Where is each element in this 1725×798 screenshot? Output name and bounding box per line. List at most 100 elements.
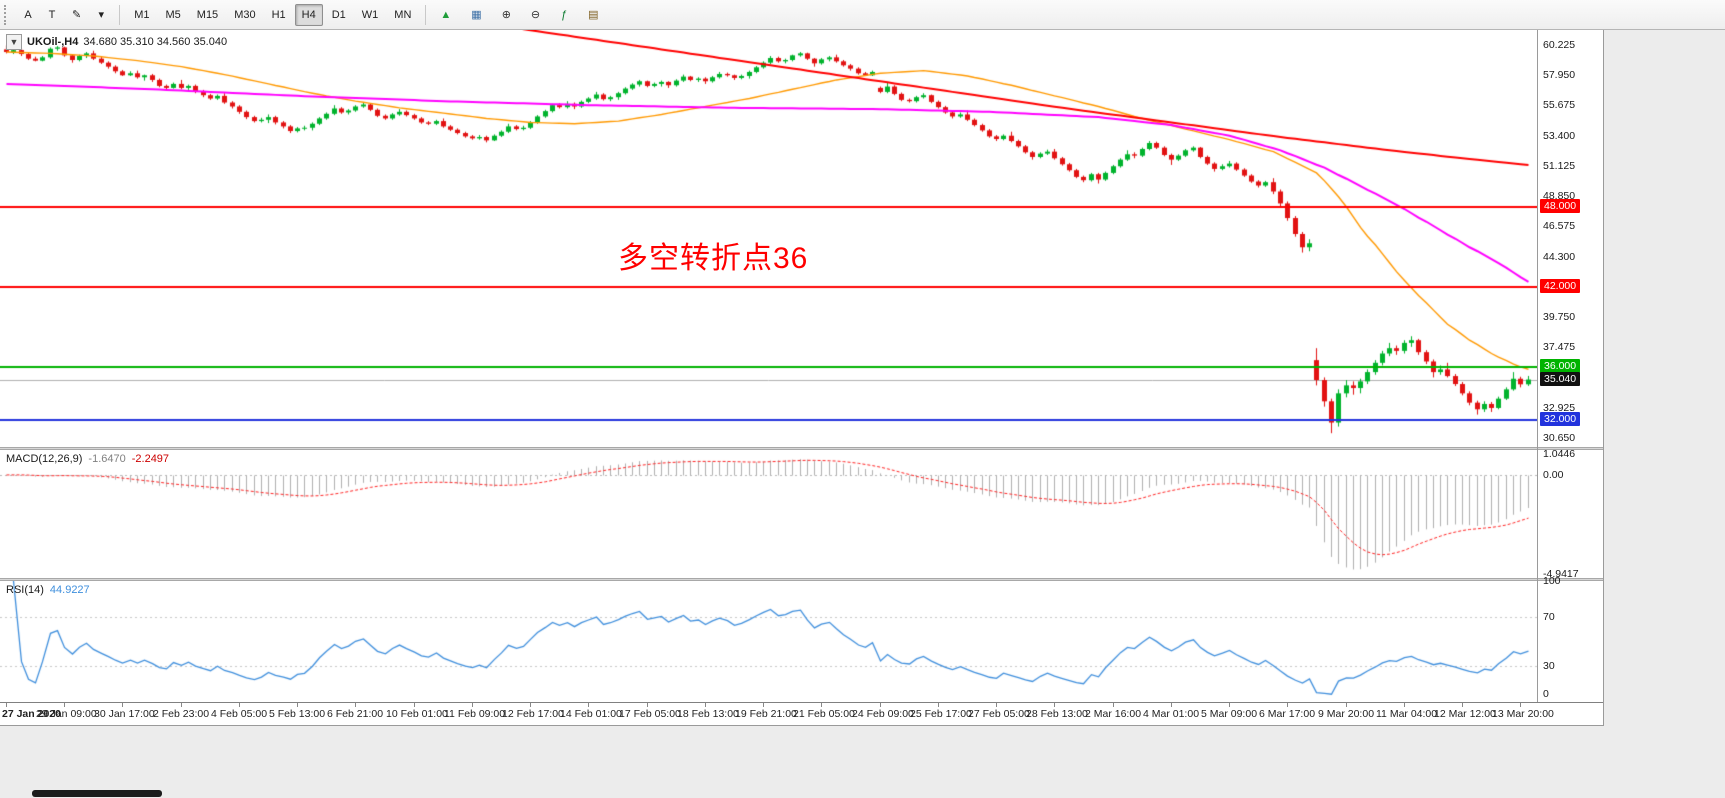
price-tick: 60.225 [1543, 39, 1576, 52]
buy-arrow-icon[interactable]: ▲ [433, 4, 458, 26]
time-label: 14 Feb 01:00 [560, 708, 622, 720]
toolbar: A T ✎ ▾ M1 M5 M15 M30 H1 H4 D1 W1 MN ▲ ▦ ⊕ ⊖ ƒ ▤ [0, 0, 1725, 30]
time-tick [64, 703, 65, 707]
time-label: 25 Feb 17:00 [910, 708, 972, 720]
tool-buttons: A T ✎ ▾ [17, 4, 112, 26]
price-tick: 30.650 [1543, 431, 1576, 444]
rsi-canvas[interactable] [0, 581, 1537, 702]
price-tick: 53.400 [1543, 129, 1576, 142]
time-label: 2 Feb 23:00 [153, 708, 210, 720]
draw-tools[interactable]: ✎ [65, 4, 88, 26]
time-label: 27 Feb 05:00 [968, 708, 1030, 720]
time-label: 11 Feb 09:00 [444, 708, 506, 720]
time-tick [763, 703, 764, 707]
price-tick: 46.575 [1543, 220, 1576, 233]
taskbar-fragment [32, 790, 162, 797]
rsi-value: 44.9227 [49, 584, 90, 596]
time-tick [122, 703, 123, 707]
time-tick [297, 703, 298, 707]
time-label: 4 Mar 01:00 [1143, 708, 1200, 720]
chart-header: ▼ UKOil-,H4 34.680 35.310 34.560 35.040 [6, 34, 227, 50]
time-tick [530, 703, 531, 707]
time-label: 12 Feb 17:00 [502, 708, 564, 720]
time-label: 4 Feb 05:00 [211, 708, 268, 720]
rsi-title: RSI(14) [6, 584, 44, 596]
rsi-axis-label: 70 [1543, 611, 1555, 624]
rsi-axis-label: 30 [1543, 659, 1555, 672]
price-chart-canvas[interactable] [0, 30, 1537, 447]
panel-divider[interactable] [0, 578, 1603, 581]
timeframe-m1[interactable]: M1 [127, 4, 156, 26]
zoom-out-icon[interactable]: ⊖ [524, 4, 547, 26]
macd-canvas[interactable] [0, 450, 1537, 578]
time-label: 30 Jan 17:00 [94, 708, 155, 720]
one-click-trading-toggle[interactable]: ▼ [6, 34, 22, 50]
time-label: 10 Feb 01:00 [386, 708, 448, 720]
time-tick [1054, 703, 1055, 707]
time-tick [938, 703, 939, 707]
time-tick [6, 703, 7, 707]
time-label: 21 Feb 05:00 [793, 708, 855, 720]
timeframe-w1[interactable]: W1 [355, 4, 386, 26]
bid-price-badge: 35.040 [1540, 371, 1581, 386]
time-label: 17 Feb 05:00 [619, 708, 681, 720]
timeframe-mn[interactable]: MN [387, 4, 418, 26]
price-line-badge: 32.000 [1540, 411, 1581, 426]
time-label: 6 Feb 21:00 [327, 708, 384, 720]
price-axis[interactable]: 60.225 57.950 55.675 53.400 51.125 48.850 46.5… [1537, 30, 1603, 702]
time-label: 28 Feb 13:00 [1026, 708, 1088, 720]
time-tick [1346, 703, 1347, 707]
timeframe-m15[interactable]: M15 [190, 4, 225, 26]
timeframe-m5[interactable]: M5 [159, 4, 188, 26]
timeframe-d1[interactable]: D1 [325, 4, 353, 26]
toolbar-grip[interactable] [4, 4, 11, 25]
templates-icon[interactable]: ▤ [581, 4, 605, 26]
time-tick [705, 703, 706, 707]
time-label: 27 Jan 2020 [2, 708, 61, 720]
timeframe-h1[interactable]: H1 [265, 4, 293, 26]
price-tick: 39.750 [1543, 310, 1576, 323]
panel-divider[interactable] [0, 447, 1603, 450]
rsi-axis-label: 100 [1543, 575, 1561, 587]
text-tool[interactable]: T [41, 4, 63, 26]
draw-tools-arrow[interactable]: ▾ [90, 4, 112, 26]
time-tick [647, 703, 648, 707]
toolbar-right-icons: ▲ ▦ ⊕ ⊖ ƒ ▤ [433, 4, 605, 26]
time-label: 5 Mar 09:00 [1201, 708, 1258, 720]
rsi-header: RSI(14) 44.9227 [6, 584, 90, 596]
time-tick [588, 703, 589, 707]
price-tick: 55.675 [1543, 99, 1576, 112]
time-label: 11 Mar 04:00 [1376, 708, 1438, 720]
zoom-in-icon[interactable]: ⊕ [495, 4, 518, 26]
macd-signal-value: -2.2497 [131, 453, 170, 465]
price-tick: 44.300 [1543, 250, 1576, 263]
price-tick: 57.950 [1543, 69, 1576, 82]
timeframe-m30[interactable]: M30 [227, 4, 262, 26]
macd-header: MACD(12,26,9) -1.6470 -2.2497 [6, 453, 169, 465]
time-tick [1520, 703, 1521, 707]
price-line-badge: 48.000 [1540, 199, 1581, 214]
time-tick [996, 703, 997, 707]
macd-axis-label: -4.9417 [1543, 568, 1579, 580]
price-tick: 48.850 [1543, 190, 1576, 203]
timeframe-buttons: M1 M5 M15 M30 H1 H4 D1 W1 MN [127, 3, 418, 26]
time-tick [472, 703, 473, 707]
ohlc-values: 34.680 35.310 34.560 35.040 [83, 36, 228, 48]
price-tick: 37.475 [1543, 341, 1576, 354]
time-tick [1287, 703, 1288, 707]
chart-grid-icon[interactable]: ▦ [464, 4, 488, 26]
time-label: 5 Feb 13:00 [269, 708, 326, 720]
macd-title: MACD(12,26,9) [6, 453, 83, 465]
time-tick [880, 703, 881, 707]
time-label: 29 Jan 09:00 [36, 708, 97, 720]
time-axis[interactable]: 27 Jan 2020 29 Jan 09:00 30 Jan 17:00 2 Feb… [0, 702, 1603, 727]
price-tick: 32.925 [1543, 401, 1576, 414]
timeframe-h4[interactable]: H4 [294, 3, 323, 26]
indicators-icon[interactable]: ƒ [553, 4, 575, 26]
time-tick [821, 703, 822, 707]
time-label: 24 Feb 09:00 [852, 708, 914, 720]
cursor-tool[interactable]: A [17, 4, 39, 26]
time-label: 12 Mar 12:00 [1434, 708, 1496, 720]
rsi-axis-label: 0 [1543, 688, 1549, 700]
time-tick [1229, 703, 1230, 707]
